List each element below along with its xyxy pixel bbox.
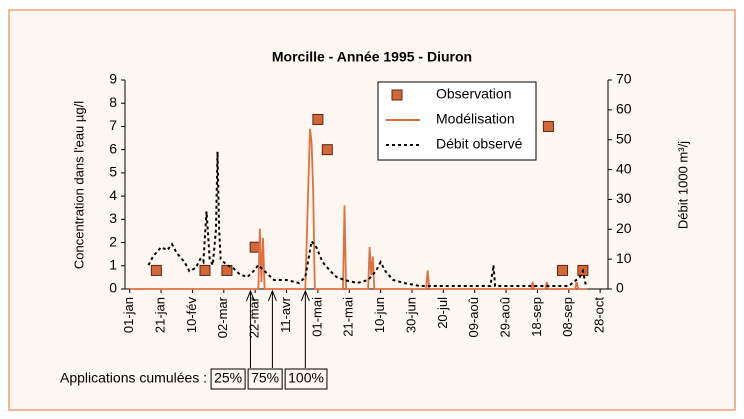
- x-tick-label: 01-jan: [121, 297, 136, 333]
- observation-point: [321, 144, 333, 156]
- y-tick-label: 9: [109, 71, 117, 87]
- annotation-item: 75%: [251, 370, 279, 386]
- legend-label: Modélisation: [436, 111, 515, 127]
- x-tick-label: 28-oct: [592, 297, 607, 334]
- y-tick-label: 8: [109, 94, 117, 110]
- x-tick-label: 09-aoû: [466, 297, 481, 337]
- y2-tick-label: 0: [616, 280, 624, 296]
- x-tick-label: 08-sep: [560, 297, 575, 337]
- x-tick-label: 29-aoû: [498, 297, 513, 337]
- x-tick-label: 10-jun: [372, 297, 387, 333]
- flow-line: [147, 151, 587, 287]
- y2-tick-label: 60: [616, 101, 632, 117]
- legend-label: Débit observé: [436, 136, 523, 152]
- legend-label: Observation: [436, 86, 511, 102]
- x-tick-label: 01-mai: [309, 297, 324, 337]
- observation-point: [150, 264, 162, 276]
- x-tick-label: 10-fév: [184, 297, 199, 334]
- y2-tick-label: 10: [616, 250, 632, 266]
- x-tick-label: 11-avr: [278, 296, 293, 333]
- y2-axis-label: Débit 1000 m³/j: [675, 141, 690, 229]
- observation-point: [221, 264, 233, 276]
- annotation-item: 100%: [288, 370, 324, 386]
- arrow-head: [300, 289, 310, 302]
- x-tick-label: 20-jul: [435, 297, 450, 329]
- arrow-head: [245, 289, 255, 302]
- legend-swatch: [391, 89, 403, 101]
- frame: [8, 9, 736, 411]
- x-tick-label: 21-mai: [341, 297, 356, 337]
- annotation-item: 25%: [214, 370, 242, 386]
- annotation-box: [247, 368, 283, 390]
- y-tick-label: 1: [109, 256, 117, 272]
- y2-tick-label: 70: [616, 71, 632, 87]
- annotation-box: [210, 368, 246, 390]
- y-tick-label: 0: [109, 280, 117, 296]
- annotation-box: [284, 368, 328, 390]
- x-tick-label: 21-jan: [153, 297, 168, 333]
- y2-tick-label: 30: [616, 190, 632, 206]
- y2-tick-label: 20: [616, 220, 632, 236]
- x-tick-label: 30-jun: [403, 297, 418, 333]
- y-axis-label: Concentration dans l'eau µg/l: [71, 101, 86, 269]
- y-tick-label: 7: [109, 117, 117, 133]
- y-tick-label: 5: [109, 164, 117, 180]
- y-tick-label: 4: [109, 187, 117, 203]
- x-tick-label: 18-sep: [529, 297, 544, 337]
- y-tick-label: 6: [109, 140, 117, 156]
- y2-tick-label: 40: [616, 160, 632, 176]
- observation-point: [199, 264, 211, 276]
- annotation-label: Applications cumulées :: [60, 370, 207, 386]
- arrow-head: [267, 289, 277, 302]
- x-tick-label: 02-mar: [215, 296, 230, 338]
- model-line: [129, 128, 588, 290]
- y-tick-label: 2: [109, 233, 117, 249]
- y-tick-label: 3: [109, 210, 117, 226]
- y2-tick-label: 50: [616, 130, 632, 146]
- chart-title: Morcille - Année 1995 - Diuron: [272, 49, 472, 65]
- observation-point: [557, 264, 569, 276]
- observation-point: [542, 120, 554, 132]
- x-tick-label: 22-mar: [247, 296, 262, 338]
- observation-point: [312, 113, 324, 125]
